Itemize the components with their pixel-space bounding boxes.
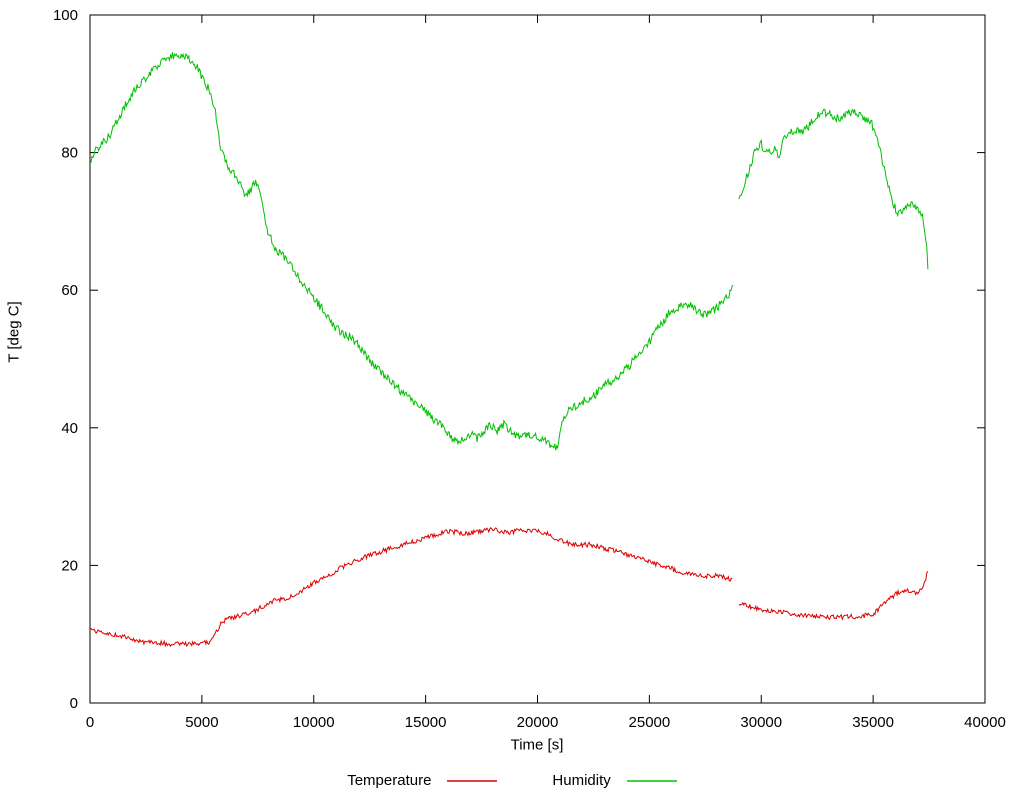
axis-ticks — [89, 14, 986, 704]
y-tick-label: 0 — [70, 695, 78, 712]
series-path-humidity — [738, 108, 929, 270]
legend-item-temperature: Temperature — [347, 772, 498, 789]
legend-item-humidity: Humidity — [552, 772, 677, 789]
x-tick-label: 30000 — [740, 714, 782, 731]
legend-line-humidity-icon — [626, 779, 677, 782]
y-tick-label: 60 — [61, 282, 78, 299]
x-axis-label: Time [s] — [510, 736, 564, 754]
legend-line-temperature-icon — [447, 779, 498, 782]
y-axis-label: T [deg C] — [5, 301, 23, 363]
x-tick-label: 40000 — [964, 714, 1006, 731]
x-tick-label: 5000 — [185, 714, 218, 731]
series-temperature — [89, 526, 929, 648]
x-tick-label: 0 — [86, 714, 94, 731]
series-humidity — [89, 52, 929, 451]
x-tick-label: 35000 — [852, 714, 894, 731]
x-tick-label: 20000 — [517, 714, 559, 731]
y-tick-label: 100 — [53, 7, 78, 24]
series-path-humidity — [89, 52, 734, 451]
legend-label-temperature: Temperature — [347, 772, 432, 789]
series-path-temperature — [738, 571, 929, 622]
y-tick-label: 20 — [61, 557, 78, 574]
y-tick-label: 40 — [61, 420, 78, 437]
y-tick-label: 80 — [61, 145, 78, 162]
x-tick-label: 15000 — [405, 714, 447, 731]
legend-label-humidity: Humidity — [552, 772, 611, 789]
series-path-temperature — [89, 526, 733, 648]
x-tick-label: 10000 — [293, 714, 335, 731]
plot-border — [89, 14, 986, 704]
legend: Temperature Humidity — [0, 772, 1024, 789]
axis-tick-labels: 0 5000 10000 15000 20000 25000 30000 35000 40000… — [53, 7, 1006, 731]
x-tick-label: 25000 — [629, 714, 671, 731]
